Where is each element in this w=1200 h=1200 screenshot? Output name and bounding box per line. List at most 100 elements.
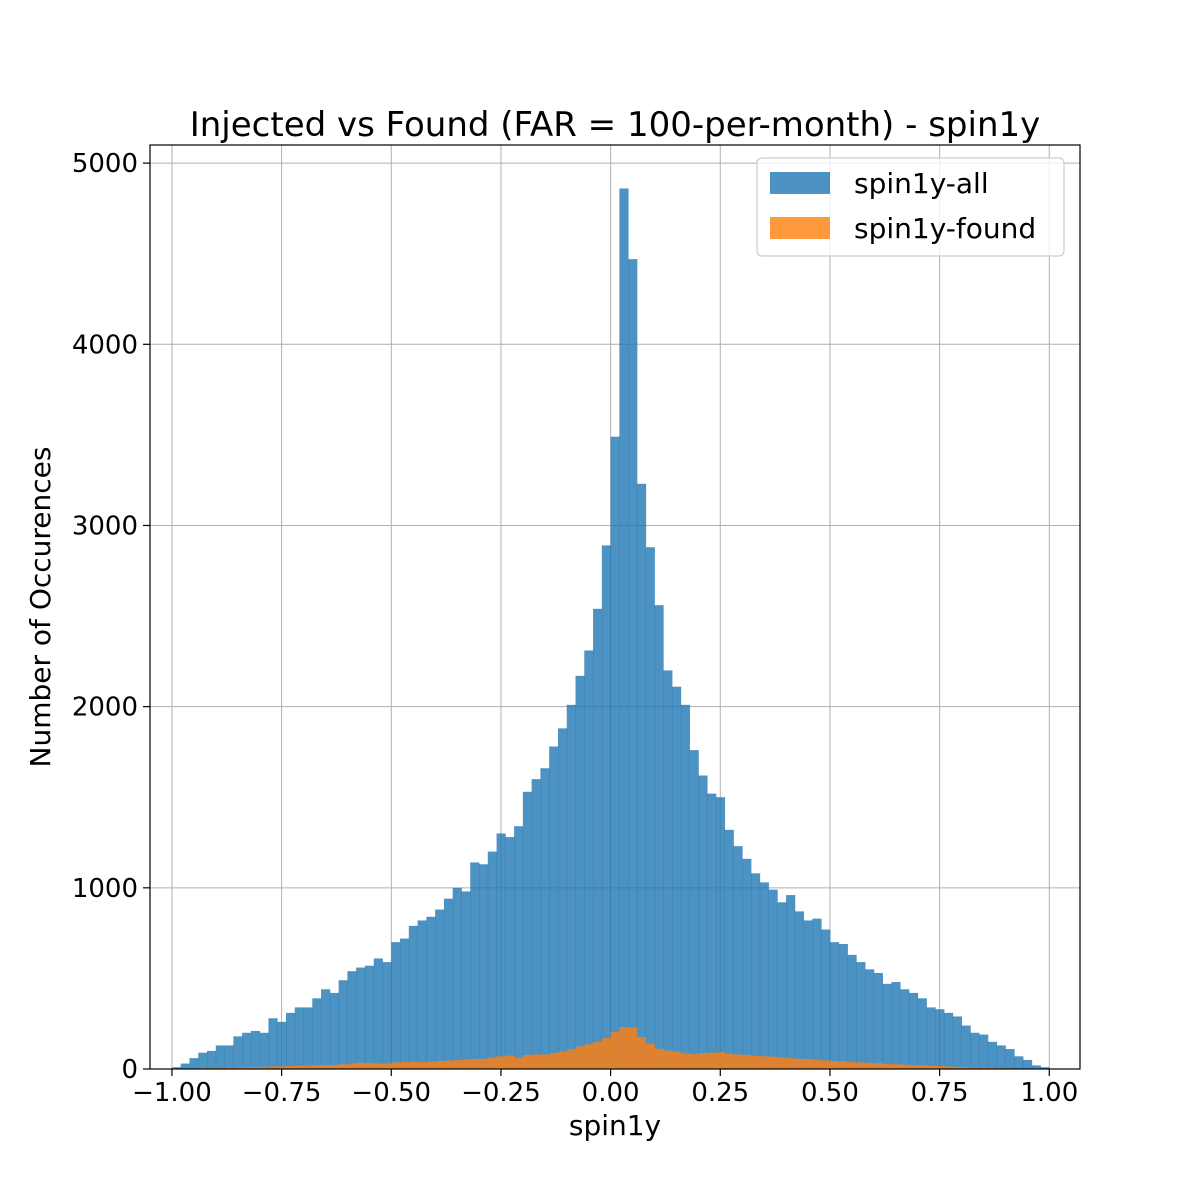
bar-spin1y-all-52 (628, 259, 638, 1069)
bar-spin1y-found-62 (715, 1052, 726, 1069)
bar-spin1y-found-24 (382, 1063, 392, 1069)
bar-spin1y-all-60 (698, 775, 708, 1069)
bar-spin1y-all-99 (1040, 1067, 1050, 1069)
bar-spin1y-found-60 (698, 1053, 708, 1069)
bar-spin1y-found-78 (856, 1062, 866, 1069)
bar-spin1y-found-32 (452, 1059, 462, 1069)
bar-spin1y-all-37 (496, 833, 506, 1069)
bar-spin1y-found-28 (417, 1062, 427, 1069)
bar-spin1y-all-70 (786, 895, 796, 1069)
bar-spin1y-all-32 (452, 887, 462, 1069)
y-tick-label-3: 3000 (72, 511, 138, 541)
bar-spin1y-all-8 (242, 1032, 252, 1069)
bar-spin1y-found-48 (593, 1041, 603, 1069)
bar-spin1y-found-54 (645, 1043, 655, 1069)
bar-spin1y-found-50 (610, 1032, 620, 1069)
bar-spin1y-found-7 (233, 1067, 243, 1069)
bar-spin1y-found-58 (680, 1053, 690, 1069)
y-tick-label-1: 1000 (72, 874, 138, 904)
x-tick-label-1: −0.75 (242, 1078, 322, 1108)
bar-spin1y-all-3 (198, 1052, 208, 1069)
bar-spin1y-all-1 (180, 1063, 190, 1069)
bar-spin1y-found-47 (584, 1044, 594, 1069)
bar-spin1y-all-58 (680, 704, 690, 1069)
bar-spin1y-all-72 (803, 920, 813, 1069)
bar-spin1y-found-89 (952, 1066, 962, 1069)
bar-spin1y-all-43 (549, 746, 559, 1069)
bar-spin1y-all-51 (619, 188, 629, 1069)
bar-spin1y-found-80 (873, 1063, 883, 1069)
bar-spin1y-found-20 (347, 1063, 357, 1069)
bar-spin1y-found-82 (891, 1064, 901, 1069)
bar-spin1y-found-31 (443, 1060, 454, 1069)
bar-spin1y-found-76 (838, 1061, 848, 1069)
y-tick-label-4: 4000 (72, 330, 138, 360)
bar-spin1y-all-65 (742, 858, 752, 1069)
bar-spin1y-all-75 (829, 942, 840, 1069)
bar-spin1y-all-61 (707, 793, 717, 1069)
bar-spin1y-found-67 (759, 1056, 769, 1069)
bar-spin1y-all-16 (312, 998, 322, 1069)
bar-spin1y-all-78 (856, 962, 866, 1069)
bar-spin1y-found-9 (250, 1067, 261, 1069)
bar-spin1y-all-77 (847, 954, 857, 1069)
bar-spin1y-all-59 (689, 750, 699, 1069)
bar-spin1y-all-19 (338, 980, 348, 1069)
bar-spin1y-all-86 (926, 1007, 936, 1069)
bar-spin1y-all-34 (470, 862, 480, 1069)
bar-spin1y-all-9 (250, 1030, 261, 1069)
bar-spin1y-found-40 (522, 1054, 533, 1069)
bar-spin1y-found-37 (496, 1056, 506, 1069)
bar-spin1y-found-88 (944, 1066, 954, 1069)
bar-spin1y-all-35 (479, 864, 489, 1069)
bar-spin1y-found-70 (786, 1058, 796, 1069)
bar-spin1y-all-15 (303, 1007, 313, 1069)
bar-spin1y-found-91 (970, 1067, 980, 1069)
bar-spin1y-found-16 (312, 1065, 322, 1069)
bar-spin1y-all-30 (435, 909, 445, 1069)
bar-spin1y-all-42 (540, 768, 550, 1069)
bar-spin1y-all-73 (812, 918, 822, 1069)
bar-spin1y-found-11 (268, 1066, 278, 1069)
bar-spin1y-all-10 (259, 1032, 269, 1069)
legend-swatch-spin1y-found (770, 217, 830, 239)
bar-spin1y-all-53 (636, 483, 647, 1069)
bar-spin1y-found-36 (487, 1057, 497, 1069)
bar-spin1y-all-31 (443, 898, 454, 1069)
bar-spin1y-all-91 (970, 1032, 980, 1069)
bar-spin1y-found-75 (829, 1061, 840, 1069)
x-axis-label: spin1y (569, 1109, 661, 1142)
bar-spin1y-all-48 (593, 608, 603, 1069)
y-axis-label: Number of Occurences (24, 447, 57, 768)
legend-label-spin1y-found: spin1y-found (854, 212, 1036, 245)
bar-spin1y-all-90 (961, 1025, 971, 1069)
x-tick-label-6: 0.50 (801, 1078, 859, 1108)
bar-spin1y-found-90 (961, 1067, 971, 1069)
bar-spin1y-found-39 (514, 1057, 524, 1069)
bar-spin1y-all-69 (777, 902, 787, 1069)
bar-spin1y-found-56 (663, 1050, 673, 1069)
bar-spin1y-found-53 (636, 1037, 647, 1069)
bar-spin1y-found-38 (505, 1055, 515, 1069)
bar-spin1y-found-21 (356, 1062, 366, 1069)
bar-spin1y-all-84 (908, 992, 919, 1069)
bar-spin1y-found-85 (917, 1065, 927, 1069)
bar-spin1y-found-81 (882, 1063, 892, 1069)
bar-spin1y-found-23 (373, 1063, 383, 1069)
x-tick-label-4: 0.00 (582, 1078, 640, 1108)
bar-spin1y-found-14 (294, 1065, 304, 1069)
bar-spin1y-all-50 (610, 436, 620, 1070)
bar-spin1y-all-6 (224, 1045, 234, 1069)
bar-spin1y-all-17 (321, 989, 331, 1069)
bar-spin1y-all-85 (917, 998, 927, 1069)
bar-spin1y-all-38 (505, 837, 515, 1069)
y-tick-label-0: 0 (121, 1055, 138, 1085)
bar-spin1y-found-77 (847, 1062, 857, 1069)
bar-spin1y-all-89 (952, 1016, 962, 1069)
bar-spin1y-all-25 (391, 942, 401, 1069)
bar-spin1y-all-81 (882, 983, 892, 1069)
bar-spin1y-found-65 (742, 1054, 752, 1069)
bar-spin1y-found-45 (566, 1049, 576, 1069)
bar-spin1y-found-8 (242, 1067, 252, 1069)
